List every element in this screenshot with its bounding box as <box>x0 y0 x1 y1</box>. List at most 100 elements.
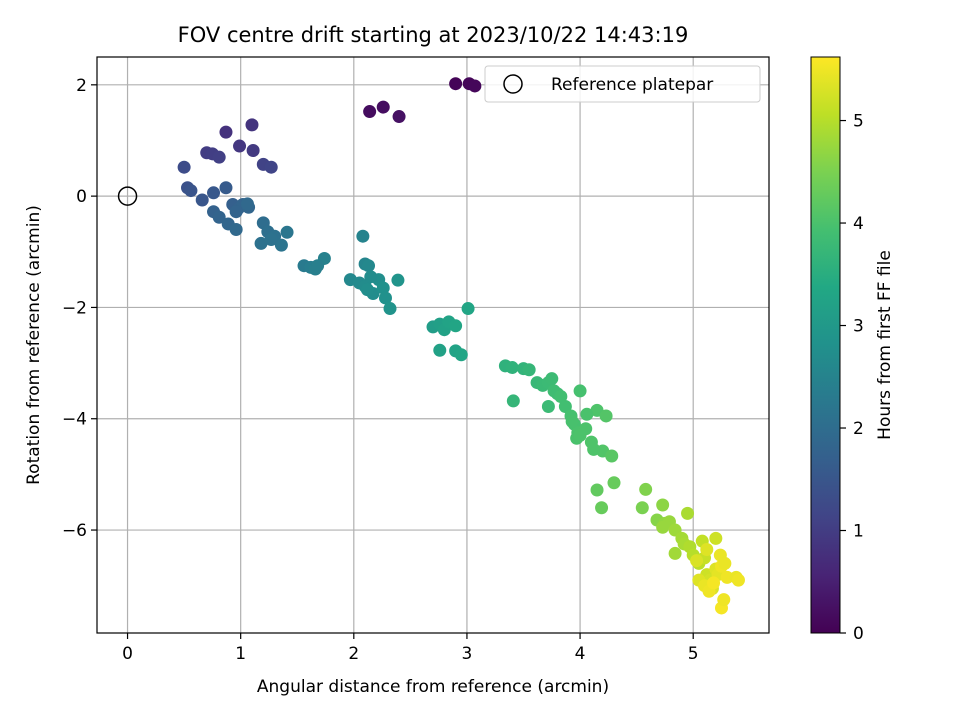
data-point <box>709 531 723 545</box>
data-point <box>681 506 695 520</box>
data-point <box>700 543 714 557</box>
data-point <box>690 554 704 568</box>
data-point <box>506 394 520 408</box>
colorbar-tick-label: 2 <box>853 419 864 439</box>
data-point <box>363 105 377 119</box>
data-point <box>219 125 233 139</box>
data-point <box>461 302 475 316</box>
legend-box <box>484 65 761 103</box>
y-tick-label: −4 <box>62 410 87 430</box>
data-point <box>668 546 682 560</box>
x-tick-label: 4 <box>575 644 586 664</box>
colorbar-tick-label: 4 <box>853 214 864 234</box>
data-point <box>707 576 721 590</box>
colorbar-tick-label: 0 <box>853 624 864 644</box>
data-point <box>207 186 221 200</box>
data-point <box>233 139 247 153</box>
data-point <box>254 236 268 250</box>
chart-title: FOV centre drift starting at 2023/10/22 … <box>178 23 689 47</box>
data-point <box>639 482 653 496</box>
data-point <box>599 409 613 423</box>
data-point <box>240 197 254 211</box>
data-point <box>454 348 468 362</box>
plot-frame <box>96 56 770 634</box>
grid <box>97 57 769 633</box>
data-point <box>229 223 243 237</box>
colorbar-tick-label: 5 <box>853 112 864 132</box>
data-point <box>590 483 604 497</box>
colorbar-tick-label: 3 <box>853 317 864 337</box>
data-point <box>229 205 243 219</box>
legend-marker <box>503 74 523 94</box>
data-point <box>362 259 376 273</box>
colorbar: 0 1 2 3 4 5 Hours from first FF file <box>810 56 895 644</box>
data-point <box>195 193 209 207</box>
colorbar-label: Hours from first FF file <box>875 250 895 440</box>
data-point <box>545 372 559 386</box>
data-point <box>505 361 519 375</box>
data-point <box>468 79 482 93</box>
data-point <box>245 118 259 132</box>
data-point <box>376 281 390 295</box>
data-point <box>587 442 601 456</box>
y-axis-ticks: −6 −4 −2 0 2 <box>62 76 97 541</box>
data-point <box>558 399 572 413</box>
data-point <box>522 363 536 377</box>
data-point <box>274 238 288 252</box>
y-tick-label: −2 <box>62 298 87 318</box>
y-tick-label: −6 <box>62 521 87 541</box>
reference-point-marker <box>117 186 138 206</box>
data-point <box>311 259 325 273</box>
y-axis-label: Rotation from reference (arcmin) <box>24 205 44 485</box>
colorbar-gradient <box>810 56 841 634</box>
data-point <box>219 181 233 195</box>
data-point <box>449 319 463 333</box>
legend-label: Reference platepar <box>551 75 713 95</box>
x-tick-label: 0 <box>122 644 133 664</box>
data-point <box>391 273 405 287</box>
y-tick-label: 0 <box>76 187 87 207</box>
data-point <box>376 100 390 114</box>
data-point <box>605 449 619 463</box>
data-point <box>378 291 392 305</box>
data-point <box>656 520 670 534</box>
data-point <box>356 229 370 243</box>
data-point <box>731 573 745 587</box>
data-point <box>595 501 609 515</box>
x-tick-label: 3 <box>462 644 473 664</box>
data-point <box>573 428 587 442</box>
data-point <box>383 302 397 316</box>
data-point <box>565 415 579 429</box>
data-point <box>392 110 406 124</box>
data-point <box>184 184 198 198</box>
data-point <box>656 498 670 512</box>
data-point <box>212 210 226 224</box>
data-point <box>212 150 226 164</box>
data-point <box>720 570 734 584</box>
colorbar-tick-label: 1 <box>853 522 864 542</box>
data-point <box>177 160 191 174</box>
data-point <box>246 143 260 157</box>
data-point <box>541 399 555 413</box>
data-point <box>635 501 649 515</box>
colorbar-ticks: 0 1 2 3 4 5 <box>840 112 864 644</box>
x-axis-ticks: 0 1 2 3 4 5 <box>122 633 699 664</box>
data-point <box>264 160 278 174</box>
data-point <box>264 233 278 247</box>
x-tick-label: 2 <box>348 644 359 664</box>
legend: Reference platepar <box>484 65 761 103</box>
data-point <box>433 343 447 357</box>
data-point <box>573 384 587 398</box>
data-point <box>280 225 294 239</box>
data-point <box>449 77 463 91</box>
data-point <box>580 407 594 421</box>
data-point <box>607 476 621 490</box>
y-tick-label: 2 <box>76 76 87 96</box>
data-point <box>364 270 378 284</box>
data-point <box>718 556 732 570</box>
data-point <box>554 389 568 403</box>
data-points <box>177 77 745 615</box>
x-tick-label: 1 <box>235 644 246 664</box>
data-point <box>360 283 374 297</box>
